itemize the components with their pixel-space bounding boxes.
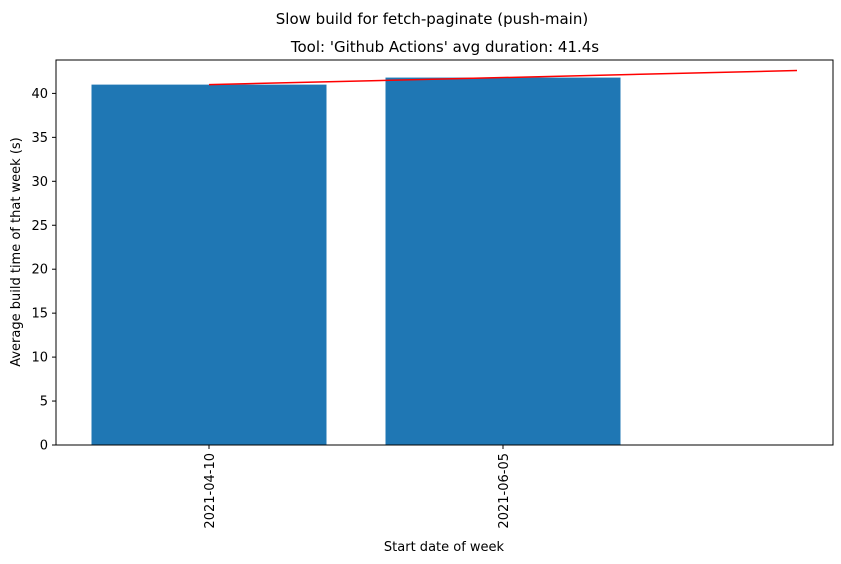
bars-group (91, 77, 621, 446)
y-axis: 0 5 10 15 20 25 30 35 40 (31, 87, 56, 454)
y-tick-label: 40 (31, 87, 48, 102)
x-axis: 2021-04-10 2021-06-05 (203, 445, 512, 529)
y-tick-label: 20 (31, 263, 48, 278)
plot-frame (55, 59, 834, 446)
chart-suptitle: Slow build for fetch-paginate (push-main… (276, 10, 588, 28)
y-tick-label: 25 (31, 219, 48, 234)
bar-2021-06-05 (385, 77, 621, 446)
chart-title: Tool: 'Github Actions' avg duration: 41.… (290, 38, 599, 56)
trend-group (208, 69, 798, 86)
x-tick-label: 2021-06-05 (497, 453, 512, 529)
y-axis-label: Average build time of that week (s) (9, 137, 24, 367)
y-tick-label: 35 (31, 131, 48, 146)
y-tick-label: 0 (40, 439, 48, 454)
y-tick-label: 30 (31, 175, 48, 190)
x-tick-label: 2021-04-10 (203, 453, 218, 529)
x-axis-label: Start date of week (384, 540, 505, 555)
bar-2021-04-10 (91, 84, 327, 445)
y-tick-label: 15 (31, 307, 48, 322)
y-tick-label: 5 (40, 395, 48, 410)
trend-line (208, 69, 798, 86)
y-tick-label: 10 (31, 351, 48, 366)
